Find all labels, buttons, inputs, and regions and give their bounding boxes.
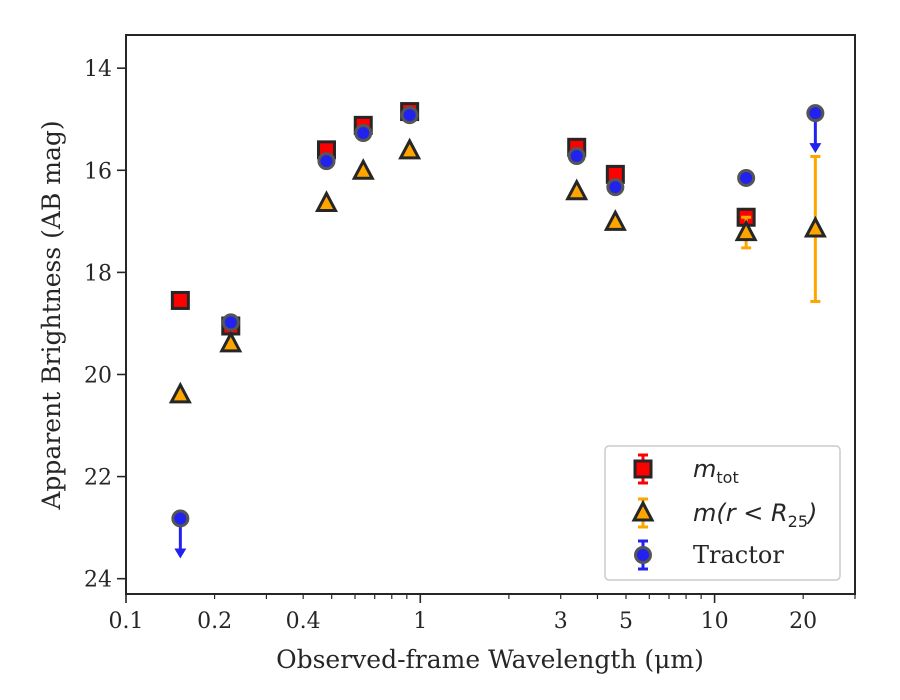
legend-entry: mtot — [633, 453, 739, 487]
data-point — [400, 106, 419, 125]
data-point — [398, 137, 422, 160]
circle-marker — [171, 509, 190, 528]
circle-marker — [354, 124, 373, 143]
legend: mtot m(r < R25) Tractor — [604, 445, 841, 581]
legend-entry: Tractor — [634, 539, 784, 571]
triangle-marker — [565, 178, 589, 201]
triangle-marker — [603, 209, 627, 231]
legend-label: mtot — [693, 455, 739, 487]
data-point — [168, 381, 192, 404]
square-marker — [633, 459, 653, 479]
triangle-marker — [351, 158, 375, 180]
data-point — [354, 124, 373, 143]
data-point — [171, 509, 190, 559]
x-tick-label: 5 — [619, 609, 633, 634]
triangle-marker — [168, 381, 192, 404]
triangle-marker — [734, 219, 758, 242]
data-point — [806, 104, 825, 154]
x-tick-label: 1 — [413, 609, 427, 634]
y-tick-label: 24 — [84, 568, 112, 593]
plot-frame — [125, 34, 856, 595]
data-point — [737, 168, 756, 187]
data-point — [606, 178, 625, 197]
data-point — [567, 146, 586, 165]
data-point — [603, 209, 627, 231]
legend-label: m(r < R25) — [693, 499, 817, 531]
series-square — [170, 102, 756, 336]
data-point — [314, 190, 338, 212]
y-tick-label: 18 — [84, 261, 112, 286]
x-tick-label: 20 — [789, 609, 817, 634]
x-axis-label: Observed-frame Wavelength (μm) — [276, 645, 704, 674]
triangle-marker — [631, 499, 655, 522]
y-axis: 14 16 18 20 22 24 — [84, 57, 126, 593]
data-point — [803, 154, 827, 303]
upper-limit-arrowhead — [174, 548, 187, 559]
data-point — [565, 178, 589, 201]
x-tick-label: 3 — [554, 609, 568, 634]
y-tick-label: 22 — [84, 466, 112, 491]
x-tick-label: 0.1 — [109, 609, 144, 634]
legend-frame — [604, 445, 841, 581]
y-tick-label: 16 — [84, 159, 112, 184]
triangle-marker — [314, 190, 338, 212]
legend-entry: m(r < R25) — [631, 497, 817, 531]
legend-label: Tractor — [693, 541, 784, 569]
plot-marks — [168, 102, 827, 559]
data-point — [351, 158, 375, 180]
x-tick-label: 0.2 — [197, 609, 232, 634]
circle-marker — [737, 168, 756, 187]
x-tick-label: 0.4 — [286, 609, 321, 634]
triangle-marker — [219, 330, 243, 353]
data-point — [170, 290, 190, 310]
x-tick-label: 10 — [701, 609, 729, 634]
triangle-marker — [398, 137, 422, 160]
circle-marker — [806, 104, 825, 123]
circle-marker — [317, 152, 336, 171]
square-marker — [170, 290, 190, 310]
y-tick-label: 14 — [84, 57, 112, 82]
triangle-marker — [803, 215, 827, 238]
series-triangle — [168, 137, 827, 404]
y-axis-label: Apparent Brightness (AB mag) — [37, 120, 66, 510]
data-point — [219, 330, 243, 353]
series-circle — [171, 104, 825, 559]
y-tick-label: 20 — [84, 363, 112, 388]
data-point — [221, 313, 240, 332]
circle-marker — [400, 106, 419, 125]
x-axis: 0.1 0.2 0.4 1 3 5 10 20 — [109, 594, 856, 634]
circle-marker — [606, 178, 625, 197]
circle-marker — [634, 546, 652, 564]
circle-marker — [567, 146, 586, 165]
data-point — [734, 215, 758, 250]
upper-limit-arrowhead — [809, 143, 822, 154]
circle-marker — [221, 313, 240, 332]
data-point — [317, 152, 336, 171]
